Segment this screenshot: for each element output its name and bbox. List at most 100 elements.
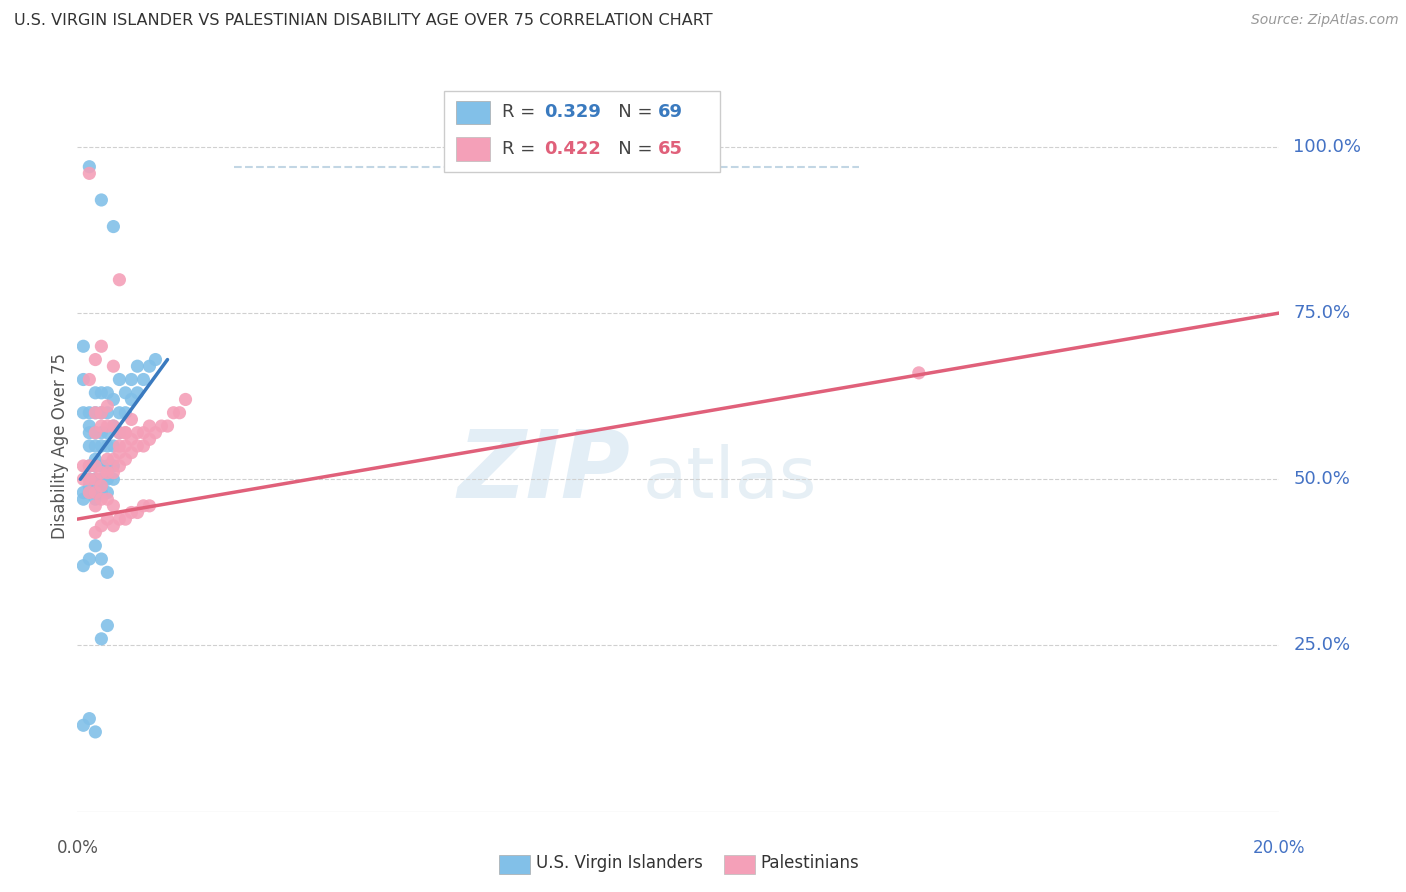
Point (96, 419, 118, 434)
Point (120, 445, 142, 459)
Text: 20.0%: 20.0% (1253, 839, 1306, 857)
Point (162, 406, 184, 420)
Point (120, 372, 142, 386)
Point (114, 406, 136, 420)
Point (96, 485, 118, 500)
Point (90, 466, 112, 480)
Point (96, 439, 118, 453)
Text: N =: N = (602, 103, 658, 121)
Point (84, 485, 107, 500)
Point (90, 485, 112, 500)
Point (120, 392, 142, 407)
Point (120, 506, 142, 520)
Point (90, 439, 112, 453)
Point (127, 439, 149, 453)
Point (108, 406, 131, 420)
Point (90, 492, 112, 507)
Point (90, 425, 112, 440)
Point (103, 439, 125, 453)
Text: 50.0%: 50.0% (1294, 470, 1350, 488)
Point (103, 472, 125, 486)
Point (138, 419, 160, 434)
Point (90, 339, 112, 353)
Text: ZIP: ZIP (457, 425, 630, 517)
Point (120, 412, 142, 426)
Point (79, 372, 101, 386)
Point (96, 452, 118, 467)
Point (90, 385, 112, 400)
Point (79, 552, 101, 566)
Point (84, 479, 107, 493)
Point (114, 385, 136, 400)
Point (96, 618, 118, 632)
Text: R =: R = (502, 140, 541, 158)
Point (79, 458, 101, 473)
Text: Palestinians: Palestinians (761, 854, 859, 871)
Point (79, 485, 101, 500)
Point (103, 458, 125, 473)
Text: 0.329: 0.329 (544, 103, 600, 121)
Point (84, 425, 107, 440)
Point (72, 339, 94, 353)
Point (90, 632, 112, 646)
Point (72, 485, 94, 500)
Point (96, 472, 118, 486)
Point (132, 499, 155, 513)
Point (96, 399, 118, 413)
Point (127, 506, 149, 520)
Point (90, 458, 112, 473)
Point (84, 472, 107, 486)
Point (84, 458, 107, 473)
Point (90, 518, 112, 533)
Point (84, 499, 107, 513)
Point (145, 425, 167, 440)
Text: R =: R = (502, 103, 541, 121)
Point (90, 406, 112, 420)
Point (103, 219, 125, 234)
Point (79, 425, 101, 440)
Point (84, 472, 107, 486)
Point (84, 492, 107, 507)
FancyBboxPatch shape (444, 91, 720, 171)
Text: 65: 65 (658, 140, 683, 158)
Point (84, 485, 107, 500)
Text: 0.0%: 0.0% (56, 839, 98, 857)
Point (79, 472, 101, 486)
Point (79, 472, 101, 486)
Point (96, 385, 118, 400)
Point (103, 518, 125, 533)
Point (84, 406, 107, 420)
Point (114, 439, 136, 453)
Point (90, 193, 112, 207)
Point (79, 406, 101, 420)
Point (103, 499, 125, 513)
Point (108, 512, 131, 526)
Text: N =: N = (602, 140, 658, 158)
Point (84, 458, 107, 473)
Point (79, 712, 101, 726)
Point (169, 406, 191, 420)
Point (132, 425, 155, 440)
Point (72, 406, 94, 420)
Point (132, 372, 155, 386)
Point (103, 452, 125, 467)
Point (96, 458, 118, 473)
Point (150, 419, 173, 434)
Text: 100.0%: 100.0% (1294, 137, 1361, 156)
Point (96, 492, 118, 507)
Point (90, 479, 112, 493)
Point (84, 452, 107, 467)
Point (96, 425, 118, 440)
Point (79, 439, 101, 453)
Y-axis label: Disability Age Over 75: Disability Age Over 75 (51, 353, 69, 539)
Point (72, 372, 94, 386)
Point (90, 406, 112, 420)
Point (127, 425, 149, 440)
Point (103, 466, 125, 480)
Point (72, 458, 94, 473)
Point (114, 512, 136, 526)
Point (96, 466, 118, 480)
Text: Source: ZipAtlas.com: Source: ZipAtlas.com (1251, 13, 1399, 28)
Point (132, 439, 155, 453)
Point (96, 406, 118, 420)
